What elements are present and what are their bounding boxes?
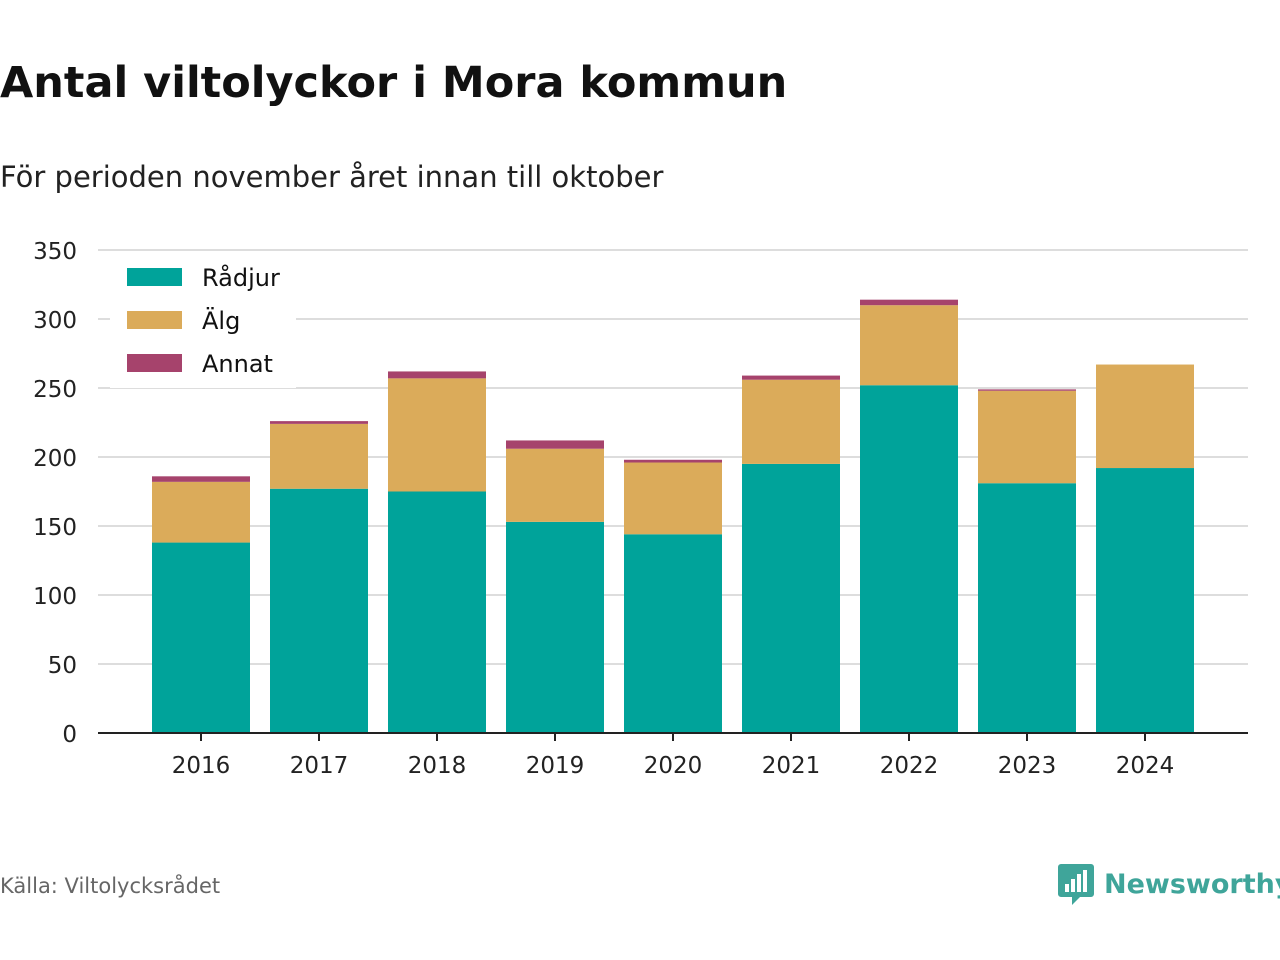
y-tick-label: 100 bbox=[33, 584, 77, 610]
bar-segment-annat-2017 bbox=[270, 421, 368, 424]
bar-segment-älg-2016 bbox=[152, 481, 250, 543]
bar-segment-rådjur-2021 bbox=[742, 463, 840, 733]
legend-label: Älg bbox=[202, 306, 240, 335]
y-tick-label: 0 bbox=[62, 722, 77, 748]
bar-segment-rådjur-2018 bbox=[388, 491, 486, 733]
bar-segment-annat-2023 bbox=[978, 389, 1076, 391]
x-tick-label: 2022 bbox=[880, 753, 939, 779]
brand-name: Newsworthy bbox=[1104, 868, 1280, 900]
x-tick-label: 2017 bbox=[290, 753, 349, 779]
bar-segment-älg-2018 bbox=[388, 378, 486, 492]
x-tick-label: 2019 bbox=[526, 753, 585, 779]
bar-segment-rådjur-2017 bbox=[270, 488, 368, 733]
bar-segment-annat-2019 bbox=[506, 440, 604, 449]
y-tick-label: 250 bbox=[33, 377, 77, 403]
bar-segment-annat-2020 bbox=[624, 459, 722, 463]
x-tick-label: 2021 bbox=[762, 753, 821, 779]
legend-label: Annat bbox=[202, 350, 273, 378]
bar-segment-rådjur-2019 bbox=[506, 521, 604, 733]
bar-segment-älg-2019 bbox=[506, 448, 604, 522]
bar-segment-älg-2021 bbox=[742, 379, 840, 464]
y-tick-label: 150 bbox=[33, 515, 77, 541]
x-tick-label: 2020 bbox=[644, 753, 703, 779]
newsworthy-logo: Newsworthy bbox=[1058, 862, 1280, 906]
bar-segment-älg-2023 bbox=[978, 390, 1076, 484]
legend-label: Rådjur bbox=[202, 263, 280, 292]
bar-segment-annat-2016 bbox=[152, 476, 250, 482]
bar-segment-rådjur-2020 bbox=[624, 534, 722, 733]
bar-segment-älg-2024 bbox=[1096, 364, 1194, 469]
y-axis-ticks: 0 50 100 150 200 250 300 350 bbox=[33, 239, 77, 748]
bar-segment-älg-2022 bbox=[860, 305, 958, 386]
bar-segment-rådjur-2022 bbox=[860, 385, 958, 733]
bar-segment-älg-2017 bbox=[270, 423, 368, 489]
y-tick-label: 50 bbox=[48, 653, 77, 679]
y-tick-label: 300 bbox=[33, 308, 77, 334]
bar-segment-älg-2020 bbox=[624, 462, 722, 535]
x-tick-label: 2016 bbox=[172, 753, 231, 779]
legend-swatch-älg bbox=[127, 311, 182, 329]
bar-segment-rådjur-2024 bbox=[1096, 468, 1194, 733]
legend: Rådjur Älg Annat bbox=[110, 258, 296, 388]
chart-subtitle: För perioden november året innan till ok… bbox=[0, 160, 664, 194]
bar-segment-annat-2018 bbox=[388, 371, 486, 379]
newsworthy-logo-icon bbox=[1058, 864, 1094, 905]
bar-segment-annat-2021 bbox=[742, 375, 840, 380]
bar-segment-rådjur-2023 bbox=[978, 483, 1076, 733]
chart-title: Antal viltolyckor i Mora kommun bbox=[0, 58, 788, 108]
y-tick-label: 200 bbox=[33, 446, 77, 472]
legend-swatch-rådjur bbox=[127, 268, 182, 286]
bar-segment-annat-2022 bbox=[860, 299, 958, 306]
x-tick-label: 2023 bbox=[998, 753, 1057, 779]
source-note: Källa: Viltolycksrådet bbox=[0, 874, 221, 898]
x-tick-label: 2018 bbox=[408, 753, 467, 779]
y-tick-label: 350 bbox=[33, 239, 77, 265]
x-tick-label: 2024 bbox=[1116, 753, 1175, 779]
bar-segment-rådjur-2016 bbox=[152, 542, 250, 733]
bars bbox=[152, 299, 1194, 733]
x-axis-ticks: 2016 2017 2018 2019 2020 2021 2022 2023 2024 bbox=[172, 733, 1175, 779]
legend-swatch-annat bbox=[127, 354, 182, 372]
